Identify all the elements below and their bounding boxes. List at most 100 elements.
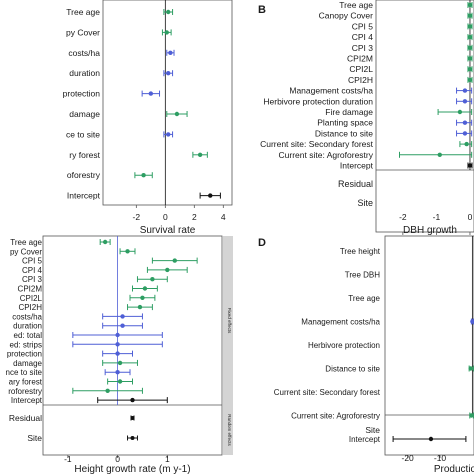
point-estimate <box>462 120 468 125</box>
point-estimate <box>469 413 474 418</box>
point-estimate <box>141 173 146 178</box>
row-label: CPI2L <box>20 294 43 303</box>
random-effect-label: Residual <box>338 179 373 189</box>
point-estimate <box>150 277 155 282</box>
random-effect-label: Site <box>357 198 373 208</box>
point-estimate <box>467 34 473 40</box>
row-label: roforestry <box>8 387 42 396</box>
point-estimate <box>117 360 123 366</box>
x-axis-label: Survival rate <box>140 225 196 236</box>
row-label: Planting space <box>317 118 373 128</box>
row-label: Tree age <box>66 7 100 17</box>
x-axis-label: DBH growth <box>403 225 457 236</box>
panel-a-survival: Tree age py Cover costs/ha duration protecti… <box>63 0 233 236</box>
row-label: ed: strips <box>10 340 42 349</box>
point-estimate <box>467 56 473 61</box>
point-estimate <box>457 109 463 115</box>
point-estimate <box>164 30 169 35</box>
row-label: CPI2H <box>348 75 373 85</box>
row-label: duration <box>69 68 100 78</box>
row-label: CPI 3 <box>22 275 43 284</box>
x-tick-label: 4 <box>221 212 226 222</box>
panel-frame <box>102 0 233 206</box>
point-estimate <box>462 88 468 93</box>
point-estimate <box>115 332 120 338</box>
row-label: costs/ha <box>12 312 42 321</box>
row-label: Tree age <box>339 0 373 10</box>
point-estimate <box>148 91 154 96</box>
point-estimate <box>437 152 442 157</box>
point-estimate <box>102 239 108 245</box>
point-estimate <box>464 141 469 147</box>
row-label: Intercept <box>340 161 374 171</box>
random-effect-label: Residual <box>9 413 42 423</box>
row-label: protection <box>7 350 42 359</box>
point-estimate <box>462 99 468 104</box>
row-label: Current site: Agroforestry <box>279 150 374 160</box>
point-estimate <box>165 267 170 273</box>
row-label: ary forest <box>9 378 43 387</box>
x-tick-label: 0 <box>468 212 473 222</box>
row-label: Management costs/ha <box>301 318 380 327</box>
row-label: Distance to site <box>315 128 373 138</box>
random-effect-label: Site <box>27 433 42 443</box>
panel-frame <box>384 235 474 456</box>
row-label: protection <box>63 89 101 99</box>
row-label: Canopy Cover <box>319 11 374 21</box>
row-label: Tree DBH <box>345 271 380 280</box>
random-effects-strip-label: Random effects <box>227 414 232 446</box>
row-label: Herbivore protection <box>308 341 380 350</box>
point-estimate <box>467 67 473 72</box>
fixed-effects-strip-label: Fixed effects <box>227 308 232 334</box>
point-estimate <box>166 132 171 137</box>
point-estimate <box>467 2 473 8</box>
row-label: Intercept <box>349 435 381 444</box>
panel-letter-b: B <box>258 4 266 16</box>
random-point-estimate <box>130 416 135 420</box>
point-estimate <box>428 436 434 442</box>
point-estimate <box>208 193 213 198</box>
row-label: CPI2M <box>18 285 43 294</box>
row-label: Current site: Secondary forest <box>274 388 381 397</box>
panel-frame <box>375 0 474 233</box>
point-estimate <box>117 379 123 384</box>
x-tick-label: -1 <box>433 212 441 222</box>
x-tick-label: -2 <box>133 212 141 222</box>
x-axis-label: Height growth rate (m y-1) <box>74 464 190 474</box>
point-estimate <box>120 323 125 328</box>
row-label: Tree height <box>340 247 381 256</box>
panel-letter-d: D <box>258 237 266 249</box>
point-estimate <box>125 249 130 254</box>
row-label: Fire damage <box>325 107 373 117</box>
point-estimate <box>468 366 473 371</box>
random-point-estimate <box>130 436 135 440</box>
row-label: CPI2M <box>347 54 373 64</box>
point-estimate <box>140 295 145 300</box>
point-estimate <box>467 24 473 29</box>
panel-frame <box>42 235 223 456</box>
random-effects-strip <box>223 405 233 455</box>
random-effect-label: Site <box>365 425 380 435</box>
row-label: Tree age <box>10 238 42 247</box>
point-estimate <box>174 111 180 117</box>
x-axis-label: Productio <box>434 464 474 474</box>
row-label: Management costs/ha <box>289 86 373 96</box>
point-estimate <box>115 342 120 347</box>
point-estimate <box>172 258 177 263</box>
row-label: Tree age <box>348 294 380 303</box>
row-label: py Cover <box>66 27 100 37</box>
row-label: CPI 5 <box>22 257 43 266</box>
point-estimate <box>166 9 171 15</box>
point-estimate <box>137 304 143 310</box>
fixed-effects-strip <box>223 236 233 405</box>
row-label: CPI 3 <box>352 43 374 53</box>
row-label: ry forest <box>69 150 100 160</box>
row-label: Intercept <box>11 396 43 405</box>
row-label: Intercept <box>67 191 101 201</box>
row-label: ed: total <box>14 331 43 340</box>
x-tick-label: 0 <box>163 212 168 222</box>
row-label: duration <box>13 322 42 331</box>
